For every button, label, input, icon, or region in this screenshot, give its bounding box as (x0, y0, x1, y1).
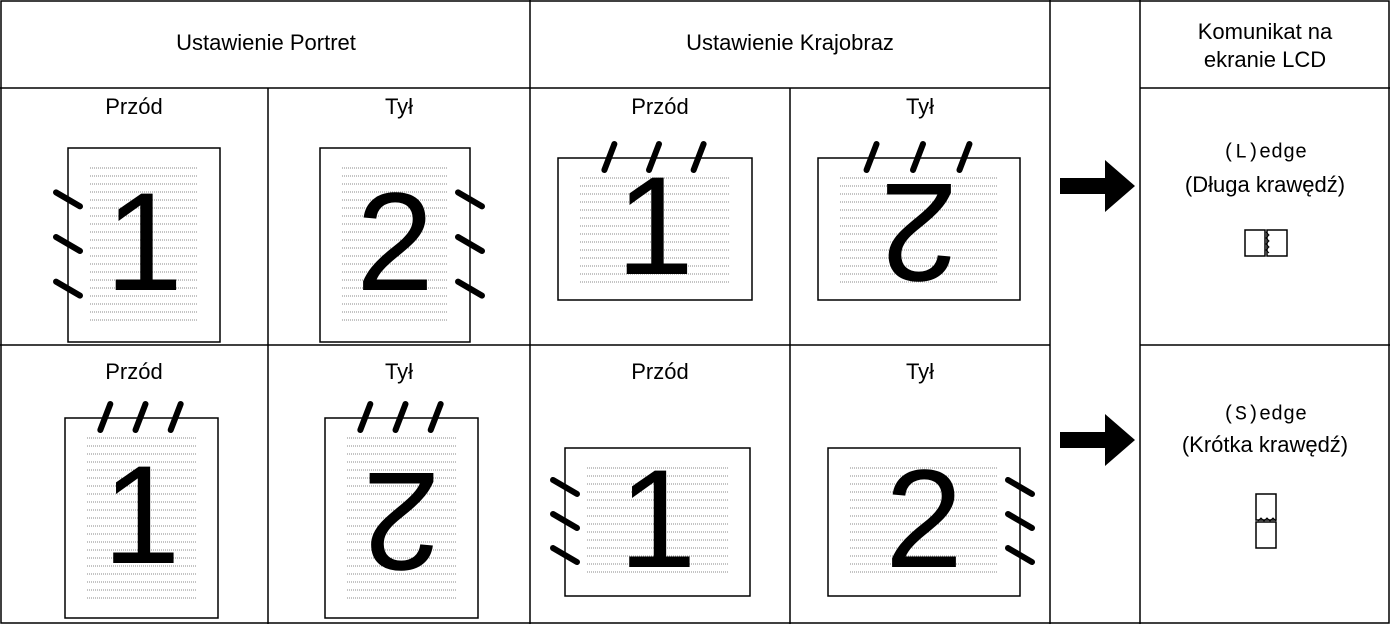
spiral-mark (132, 401, 149, 433)
side-label: Tył (906, 359, 934, 384)
page-illustration: 1 (557, 141, 753, 304)
spiral-mark (53, 234, 83, 254)
header-portrait: Ustawienie Portret (176, 30, 356, 55)
sheet (557, 157, 753, 301)
spiral-mark (690, 141, 707, 173)
side-label: Tył (906, 94, 934, 119)
page-number: 1 (619, 440, 697, 597)
spiral-mark (550, 511, 580, 531)
spiral-mark (1005, 476, 1035, 497)
page-number: 2 (885, 440, 963, 597)
spiral-mark (357, 401, 374, 433)
spiral-mark (392, 401, 409, 433)
side-label: Przód (105, 359, 162, 384)
spiral-mark (601, 141, 618, 173)
short-edge-icon (1255, 493, 1277, 549)
page-number: 2 (356, 163, 434, 320)
page-illustration: 2 (319, 147, 485, 343)
arrow (1060, 160, 1135, 212)
page-illustration: 1 (550, 440, 751, 597)
page-illustration: 1 (64, 401, 219, 619)
sheet (827, 447, 1021, 597)
spiral-mark (1005, 545, 1035, 566)
lcd-text: (Krótka krawędź) (1182, 432, 1348, 457)
spiral-mark (53, 189, 83, 210)
lcd-code: (S)edge (1223, 403, 1307, 426)
spiral-mark (646, 141, 662, 173)
page-number: 1 (103, 436, 181, 593)
spiral-mark (427, 401, 444, 433)
page-number: 2 (363, 443, 441, 600)
long-edge-icon (1244, 229, 1288, 257)
side-label: Tył (385, 94, 413, 119)
header-lcd: Komunikat na ekranie LCD (1197, 19, 1333, 72)
sheet (319, 147, 471, 343)
header-landscape: Ustawienie Krajobraz (686, 30, 894, 55)
spiral-mark (956, 141, 973, 173)
arrow (1060, 414, 1135, 466)
spiral-mark (863, 141, 880, 173)
lcd-code: (L)edge (1223, 141, 1307, 164)
side-label: Przód (631, 94, 688, 119)
spiral-mark (167, 401, 184, 433)
spiral-mark (1005, 511, 1035, 531)
page-number: 1 (105, 163, 183, 320)
spiral-mark (455, 234, 485, 254)
spiral-mark (550, 476, 580, 497)
sheet (564, 447, 751, 597)
spiral-mark (455, 278, 485, 299)
spiral-mark (455, 189, 485, 210)
spiral-mark (550, 545, 580, 566)
side-label: Przód (631, 359, 688, 384)
lcd-text: (Długa krawędź) (1185, 172, 1345, 197)
spiral-mark (53, 278, 83, 299)
side-label: Tył (385, 359, 413, 384)
spiral-mark (910, 141, 926, 173)
page-illustration: 2 (324, 401, 479, 619)
page-illustration: 2 (827, 440, 1035, 597)
side-label: Przód (105, 94, 162, 119)
page-illustration: 1 (53, 147, 221, 343)
page-number: 1 (616, 147, 694, 304)
page-illustration: 2 (817, 141, 1021, 311)
spiral-mark (97, 401, 114, 433)
page-number: 2 (880, 154, 958, 311)
